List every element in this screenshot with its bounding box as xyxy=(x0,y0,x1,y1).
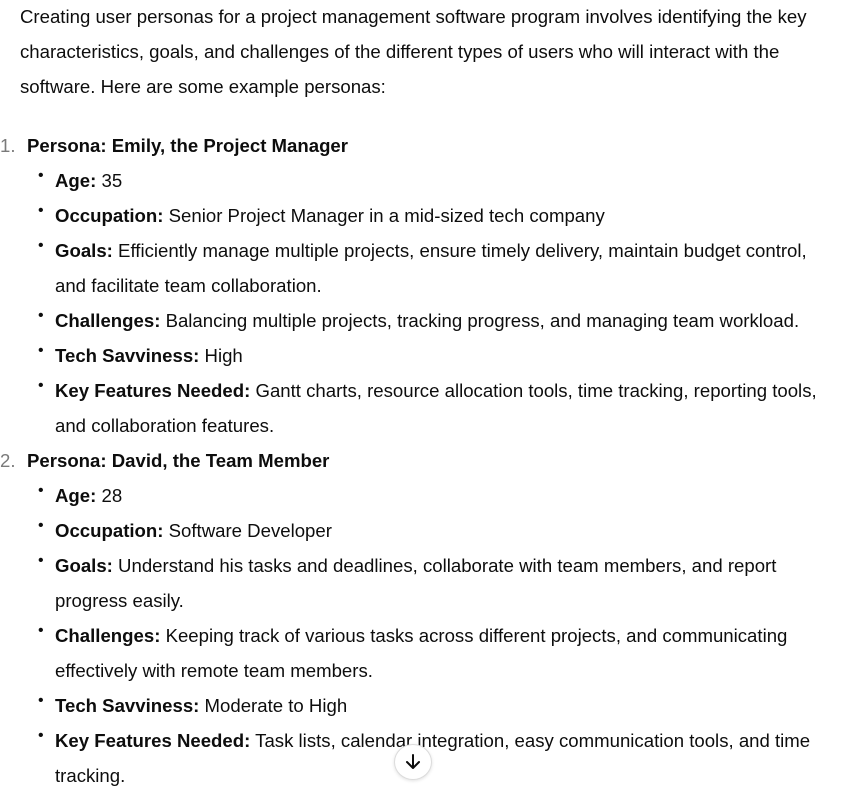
intro-paragraph: Creating user personas for a project man… xyxy=(20,0,866,104)
attribute-value-continued: and collaboration features. xyxy=(55,415,275,436)
attribute-label: Goals: xyxy=(55,555,113,576)
attribute-value: 35 xyxy=(101,170,123,191)
attribute-key-features: • Key Features Needed: Gantt charts, reso… xyxy=(38,373,866,443)
attribute-label: Tech Savviness: xyxy=(55,695,200,716)
attribute-label: Challenges: xyxy=(55,625,161,646)
persona-heading: 1. Persona: Emily, the Project Manager xyxy=(0,128,866,163)
attribute-challenges: • Challenges: Keeping track of various ta… xyxy=(38,618,866,688)
attribute-value-continued: effectively with remote team members. xyxy=(55,660,373,681)
scroll-to-bottom-button[interactable] xyxy=(394,744,432,780)
attribute-label: Goals: xyxy=(55,240,113,261)
attribute-key-features: • Key Features Needed: Task lists, calend… xyxy=(38,723,866,793)
persona-attributes: • Age: 35 • Occupation: Senior Project Man… xyxy=(20,163,866,443)
attribute-value: Software Developer xyxy=(168,520,332,541)
attribute-label: Age: xyxy=(55,170,97,191)
attribute-value: 28 xyxy=(101,485,123,506)
attribute-value-continued: and facilitate team collaboration. xyxy=(55,275,322,296)
bullet-dot: • xyxy=(38,167,44,184)
bullet-dot: • xyxy=(38,342,44,359)
attribute-label: Age: xyxy=(55,485,97,506)
attribute-challenges: • Challenges: Balancing multiple projects… xyxy=(38,303,866,338)
attribute-value: Keeping track of various tasks across di… xyxy=(165,625,788,646)
persona-title: Persona: David, the Team Member xyxy=(27,450,330,471)
bullet-dot: • xyxy=(38,552,44,569)
bullet-dot: • xyxy=(38,307,44,324)
list-number: 1. xyxy=(0,135,16,156)
attribute-goals: • Goals: Understand his tasks and deadlin… xyxy=(38,548,866,618)
attribute-tech-savviness: • Tech Savviness: High xyxy=(38,338,866,373)
intro-line: Creating user personas for a project man… xyxy=(20,6,807,27)
bullet-dot: • xyxy=(38,622,44,639)
attribute-goals: • Goals: Efficiently manage multiple proj… xyxy=(38,233,866,303)
bullet-dot: • xyxy=(38,482,44,499)
attribute-value: High xyxy=(204,345,243,366)
attribute-value: Balancing multiple projects, tracking pr… xyxy=(165,310,800,331)
attribute-occupation: • Occupation: Software Developer xyxy=(38,513,866,548)
attribute-age: • Age: 28 xyxy=(38,478,866,513)
persona-item: 2. Persona: David, the Team Member • Age:… xyxy=(0,443,866,793)
attribute-value: Moderate to High xyxy=(204,695,348,716)
attribute-value: Understand his tasks and deadlines, coll… xyxy=(118,555,777,576)
persona-heading: 2. Persona: David, the Team Member xyxy=(0,443,866,478)
bullet-dot: • xyxy=(38,517,44,534)
attribute-label: Tech Savviness: xyxy=(55,345,200,366)
attribute-age: • Age: 35 xyxy=(38,163,866,198)
attribute-label: Occupation: xyxy=(55,520,164,541)
attribute-value: Senior Project Manager in a mid-sized te… xyxy=(168,205,605,226)
attribute-value: Task lists, calendar integration, easy c… xyxy=(255,730,811,751)
bullet-dot: • xyxy=(38,727,44,744)
persona-list: 1. Persona: Emily, the Project Manager •… xyxy=(0,128,866,793)
persona-title: Persona: Emily, the Project Manager xyxy=(27,135,349,156)
attribute-label: Occupation: xyxy=(55,205,164,226)
persona-item: 1. Persona: Emily, the Project Manager •… xyxy=(0,128,866,443)
attribute-label: Challenges: xyxy=(55,310,161,331)
intro-line: characteristics, goals, and challenges o… xyxy=(20,41,780,62)
intro-line: software. Here are some example personas… xyxy=(20,76,386,97)
attribute-label: Key Features Needed: xyxy=(55,380,251,401)
arrow-down-icon xyxy=(406,754,420,769)
attribute-value-continued: progress easily. xyxy=(55,590,184,611)
attribute-occupation: • Occupation: Senior Project Manager in a… xyxy=(38,198,866,233)
attribute-label: Key Features Needed: xyxy=(55,730,251,751)
bullet-dot: • xyxy=(38,377,44,394)
attribute-value-continued: tracking. xyxy=(55,765,126,786)
list-number: 2. xyxy=(0,450,16,471)
attribute-value: Efficiently manage multiple projects, en… xyxy=(118,240,807,261)
bullet-dot: • xyxy=(38,692,44,709)
attribute-tech-savviness: • Tech Savviness: Moderate to High xyxy=(38,688,866,723)
bullet-dot: • xyxy=(38,237,44,254)
bullet-dot: • xyxy=(38,202,44,219)
attribute-value: Gantt charts, resource allocation tools,… xyxy=(255,380,817,401)
persona-attributes: • Age: 28 • Occupation: Software Developer… xyxy=(20,478,866,793)
